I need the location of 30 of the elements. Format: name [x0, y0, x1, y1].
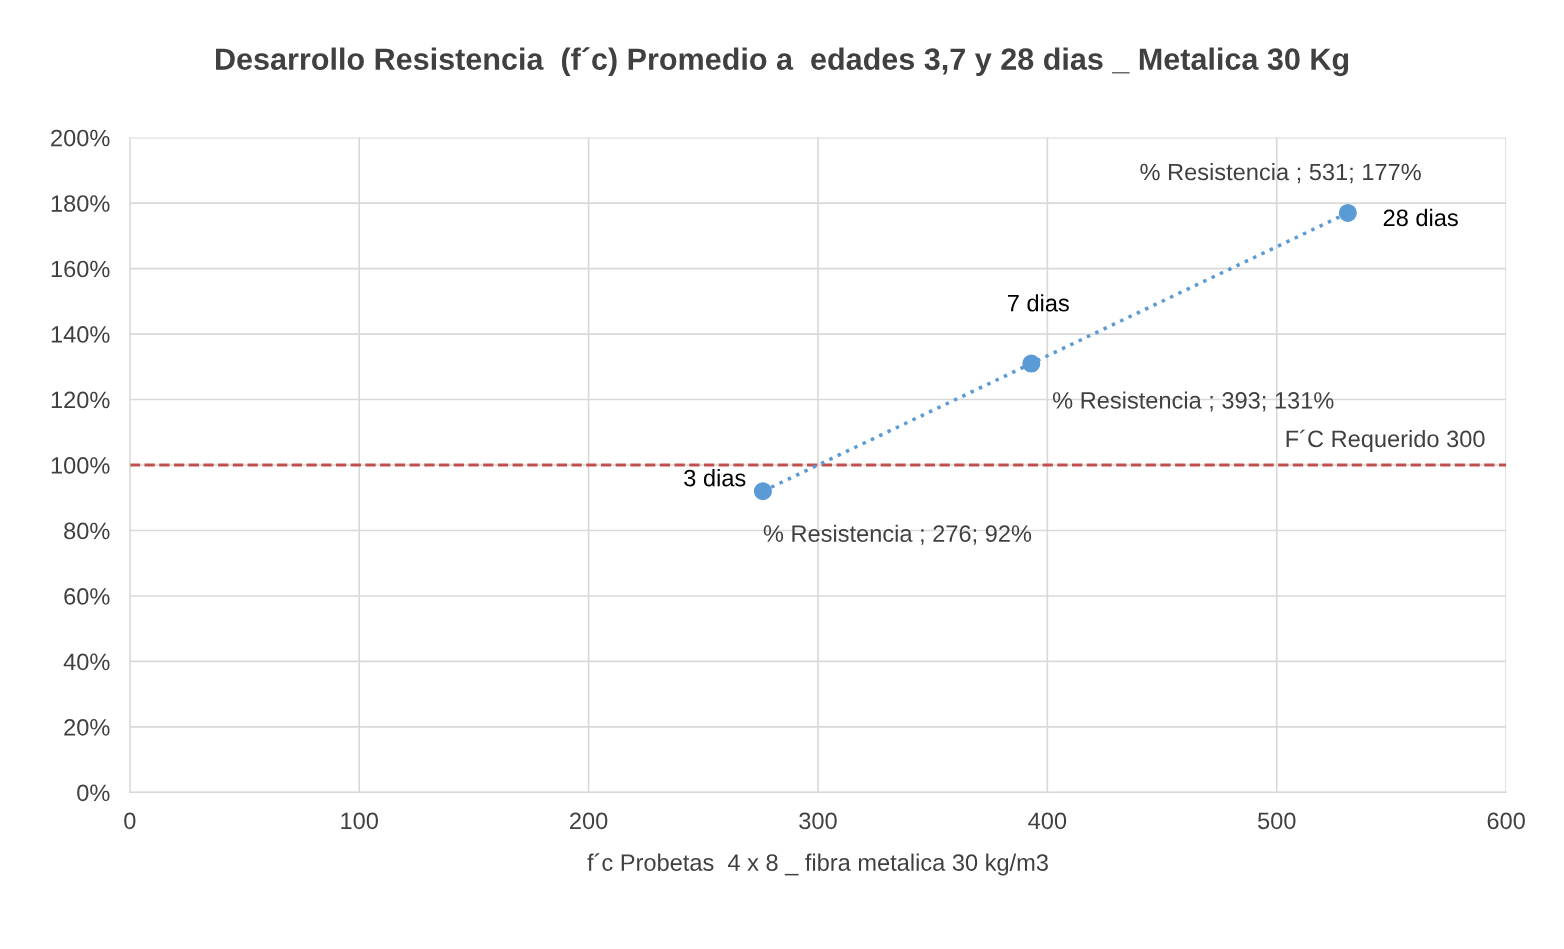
y-tick-label: 140% [51, 326, 110, 343]
x-tick-label: 600 [1487, 812, 1525, 830]
y-tick-label: 180% [51, 195, 110, 212]
y-tick-label: 0% [77, 784, 110, 802]
ref-line-label: F´C Requerido 300 [1286, 429, 1485, 452]
y-tick-label: 100% [51, 457, 110, 474]
data-label: % Resistencia ; 393; 131% [1052, 391, 1334, 412]
annotation: 7 dias [1007, 294, 1069, 312]
annotation: 3 dias [684, 469, 746, 487]
x-tick-label: 300 [799, 812, 837, 830]
x-axis-title: f´c Probetas 4 x 8 _ fibra metalica 30 kg/m3 [587, 853, 1048, 876]
point [1022, 354, 1041, 373]
point [1338, 203, 1357, 222]
y-tick-label: 80% [64, 522, 110, 540]
chart-title: Desarrollo Resistencia (f´c) Promedio a edades 3,7 y 28 dias _ Metalica 30 Kg [216, 47, 1349, 77]
x-tick-label: 400 [1028, 812, 1067, 830]
y-tick-label: 160% [51, 260, 110, 278]
x-tick-label: 500 [1257, 812, 1296, 830]
point [753, 482, 772, 501]
y-tick-label: 200% [51, 129, 110, 147]
data-label: % Resistencia ; 276; 92% [763, 524, 1032, 545]
y-tick-label: 60% [64, 588, 110, 605]
y-tick-label: 120% [51, 391, 110, 409]
data-label: % Resistencia ; 531; 177% [1140, 163, 1421, 184]
x-tick-label: 200 [570, 812, 608, 830]
x-tick-label: 0 [124, 812, 136, 830]
y-tick-label: 20% [64, 719, 110, 736]
annotation: 28 dias [1383, 208, 1458, 227]
x-tick-label: 100 [341, 812, 378, 830]
y-tick-label: 40% [63, 653, 110, 671]
